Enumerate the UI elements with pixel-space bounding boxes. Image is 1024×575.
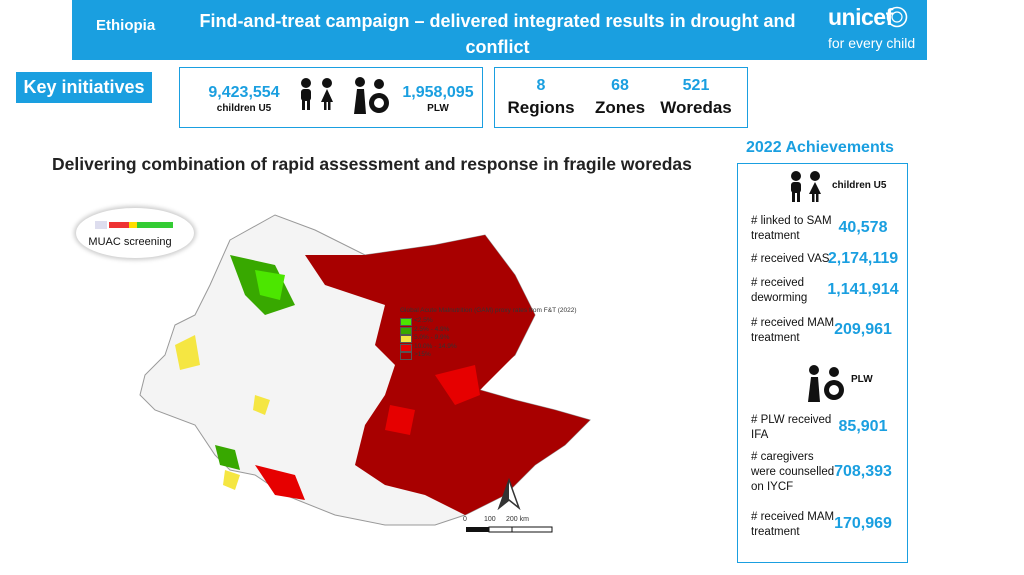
coverage-value: 8 (536, 77, 546, 94)
achievement-value: 708,393 (834, 462, 892, 480)
achievement-label: # received VAS (751, 253, 830, 265)
coverage-label: Woredas (660, 98, 732, 117)
legend-title: Global Acute Malnutrition (GAM) proxy ra… (400, 307, 577, 314)
group-label: PLW (851, 374, 873, 385)
legend-swatch (400, 343, 412, 352)
legend-label: 2.5% - 4.9% (414, 325, 450, 333)
plw-value: 1,958,095 (402, 84, 474, 101)
muac-bubble (76, 208, 194, 258)
legend-label: 10.0% - 14.9% (414, 342, 457, 350)
tagline: for every child (828, 35, 916, 51)
achievement-label: # received MAM treatment (751, 511, 835, 538)
legend-label: <2.5% (414, 317, 433, 324)
scale-label: 100 (484, 516, 496, 523)
achievements-title-text: 2022 Achievements (746, 139, 894, 156)
achievement-value: 85,901 (838, 418, 888, 435)
achievement-value: 40,578 (838, 219, 888, 236)
header-bar (72, 0, 927, 60)
legend-label: 5.0% - 9.9% (414, 334, 450, 341)
scale-label: 0 (463, 516, 467, 523)
achievements-title: 2022 Achievements (746, 139, 894, 157)
achievement-label: # PLW received IFA (751, 414, 832, 441)
achievement-value: 209,961 (834, 321, 892, 338)
group-label: children U5 (832, 180, 887, 191)
achievement-label: # linked to SAM treatment (751, 215, 832, 242)
legend-label: >15% (414, 351, 431, 358)
ethiopia-map (139, 214, 591, 526)
muac-tape (95, 221, 173, 229)
achievement-label: # caregivers were counselled on IYCF (751, 451, 835, 493)
achievement-value: 1,141,914 (827, 281, 899, 298)
plw-label: PLW (427, 103, 449, 114)
legend-swatch (400, 326, 412, 335)
map-title: Delivering combination of rapid assessme… (52, 154, 692, 174)
coverage-box (494, 67, 748, 128)
achievement-value: 2,174,119 (827, 249, 899, 267)
key-initiatives-label: Key initiatives (16, 72, 152, 103)
icon (808, 365, 844, 402)
scale-label: 200 km (506, 516, 529, 523)
north-arrow (497, 478, 521, 510)
legend-swatch (400, 318, 412, 326)
legend-swatch (400, 352, 412, 360)
children-value: 9,423,554 (208, 84, 280, 101)
coverage-label: Regions (507, 98, 575, 117)
muac-label: MUAC screening (88, 236, 172, 248)
icon (791, 171, 821, 202)
people-icons (301, 77, 389, 114)
coverage-label: Zones (594, 98, 646, 117)
coverage-value: 68 (611, 77, 629, 94)
group-icon (786, 170, 826, 209)
country: Ethiopia (96, 17, 156, 34)
logo: unicef (828, 4, 893, 30)
header-title: Find-and-treat campaign – delivered inte… (199, 11, 796, 57)
achievement-label: # received deworming (751, 277, 808, 304)
legend-swatch (400, 335, 412, 343)
achievement-value: 170,969 (834, 515, 892, 532)
achievements-box (737, 163, 908, 563)
group-icon (802, 364, 846, 409)
achievement-label: # received MAM treatment (751, 317, 835, 344)
coverage-value: 521 (682, 77, 710, 94)
scale-bar (466, 526, 553, 533)
logo-emblem (886, 6, 908, 28)
initiatives-box (179, 67, 483, 128)
children-label: children U5 (216, 103, 272, 114)
